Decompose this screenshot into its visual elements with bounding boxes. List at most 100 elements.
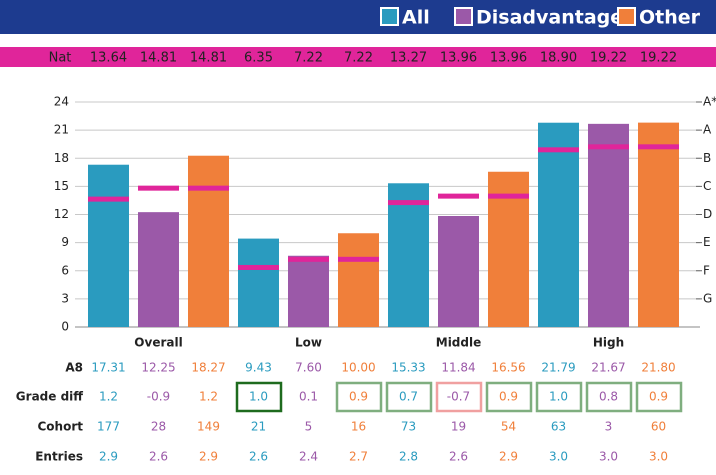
cohort-value: 16	[351, 420, 366, 434]
grade-diff-value: 0.7	[399, 390, 418, 404]
legend-label: Disadvantaged	[476, 7, 637, 29]
y-tick-label: 6	[61, 263, 69, 277]
nat-value: 19.22	[590, 51, 627, 66]
a8-value: 18.27	[191, 361, 225, 375]
x-tick-label: High	[593, 336, 624, 350]
a8-value: 15.33	[391, 361, 425, 375]
nat-value: 14.81	[140, 51, 177, 66]
y2-tick-label: A	[703, 123, 712, 137]
nat-value: 13.96	[440, 51, 477, 66]
entries-value: 2.6	[149, 450, 168, 464]
legend-swatch	[380, 7, 399, 26]
y-tick-label: 24	[54, 95, 69, 109]
bar	[138, 212, 179, 327]
a8-value: 10.00	[341, 361, 375, 375]
y-tick-label: 9	[61, 235, 69, 249]
grade-diff-box	[635, 381, 683, 413]
cohort-value: 177	[97, 420, 120, 434]
entries-value: 2.6	[249, 450, 268, 464]
cohort-value: 54	[501, 420, 516, 434]
bar	[288, 255, 329, 327]
nat-marker	[638, 144, 679, 150]
entries-value: 3.0	[649, 450, 668, 464]
cohort-value: 5	[305, 420, 313, 434]
grade-diff-value: -0.7	[447, 390, 470, 404]
a8-value: 9.43	[245, 361, 272, 375]
grade-diff-value: 1.2	[199, 390, 218, 404]
entries-value: 2.9	[499, 450, 518, 464]
x-tick-label: Middle	[436, 336, 482, 350]
nat-value: 18.90	[540, 51, 577, 66]
nat-marker	[138, 185, 179, 191]
cohort-value: 19	[451, 420, 466, 434]
entries-value: 2.4	[299, 450, 318, 464]
grade-diff-box	[385, 381, 433, 413]
entries-value: 3.0	[549, 450, 568, 464]
grade-diff-value: -0.9	[147, 390, 170, 404]
nat-marker	[188, 185, 229, 191]
bar	[88, 164, 129, 327]
cohort-value: 28	[151, 420, 166, 434]
y-tick-label: 0	[61, 320, 69, 334]
legend-swatch	[617, 7, 636, 26]
entries-value: 2.7	[349, 450, 368, 464]
y2-tick-label: F	[703, 263, 710, 277]
y2-tick-label: B	[703, 151, 711, 165]
grade-diff-value: 0.9	[649, 390, 668, 404]
grade-diff-box	[235, 381, 283, 413]
grade-diff-value: 0.1	[299, 390, 318, 404]
y2-tick-label: A*	[703, 95, 716, 109]
grade-diff-box	[585, 381, 633, 413]
entries-value: 2.9	[99, 450, 118, 464]
y2-tick-label: D	[703, 207, 712, 221]
grade-diff-box	[435, 381, 483, 413]
nat-marker	[488, 193, 529, 199]
nat-marker	[338, 256, 379, 262]
bar	[588, 123, 629, 327]
a8-value: 11.84	[441, 361, 475, 375]
y2-tick-label: E	[703, 235, 711, 249]
a8-value: 7.60	[295, 361, 322, 375]
legend-label: Other	[639, 7, 701, 29]
bar	[188, 155, 229, 327]
grade-diff-value: 0.9	[499, 390, 518, 404]
legend-label: All	[402, 7, 430, 29]
a8-value: 12.25	[141, 361, 175, 375]
y2-tick-label: C	[703, 179, 711, 193]
x-tick-label: Low	[295, 336, 322, 350]
banner	[0, 0, 716, 34]
nat-value: 7.22	[294, 51, 323, 66]
y-tick-label: 12	[54, 207, 69, 221]
y-tick-label: 18	[54, 151, 69, 165]
bar	[238, 238, 279, 327]
a8-value: 16.56	[491, 361, 525, 375]
row-label: Entries	[35, 450, 83, 464]
grade-diff-value: 1.2	[99, 390, 118, 404]
nat-marker	[88, 196, 129, 202]
a8-value: 21.79	[541, 361, 575, 375]
a8-value: 17.31	[91, 361, 125, 375]
entries-value: 2.6	[449, 450, 468, 464]
grade-diff-value: 0.9	[349, 390, 368, 404]
y-tick-label: 15	[54, 179, 69, 193]
grade-diff-value: 1.0	[249, 390, 268, 404]
grade-diff-box	[485, 381, 533, 413]
bar	[538, 122, 579, 327]
a8-value: 21.80	[641, 361, 675, 375]
nat-marker	[588, 144, 629, 150]
entries-value: 3.0	[599, 450, 618, 464]
row-label: Grade diff	[16, 390, 83, 404]
legend-swatch	[454, 7, 473, 26]
nat-marker	[238, 264, 279, 270]
a8-value: 21.67	[591, 361, 625, 375]
nat-marker	[538, 147, 579, 153]
bar	[638, 122, 679, 327]
nat-value: 13.64	[90, 51, 127, 66]
nat-marker	[288, 256, 329, 262]
cohort-value: 21	[251, 420, 266, 434]
cohort-value: 60	[651, 420, 666, 434]
y2-tick-label: G	[703, 291, 712, 305]
cohort-value: 73	[401, 420, 416, 434]
nat-value: 19.22	[640, 51, 677, 66]
grade-diff-box	[335, 381, 383, 413]
